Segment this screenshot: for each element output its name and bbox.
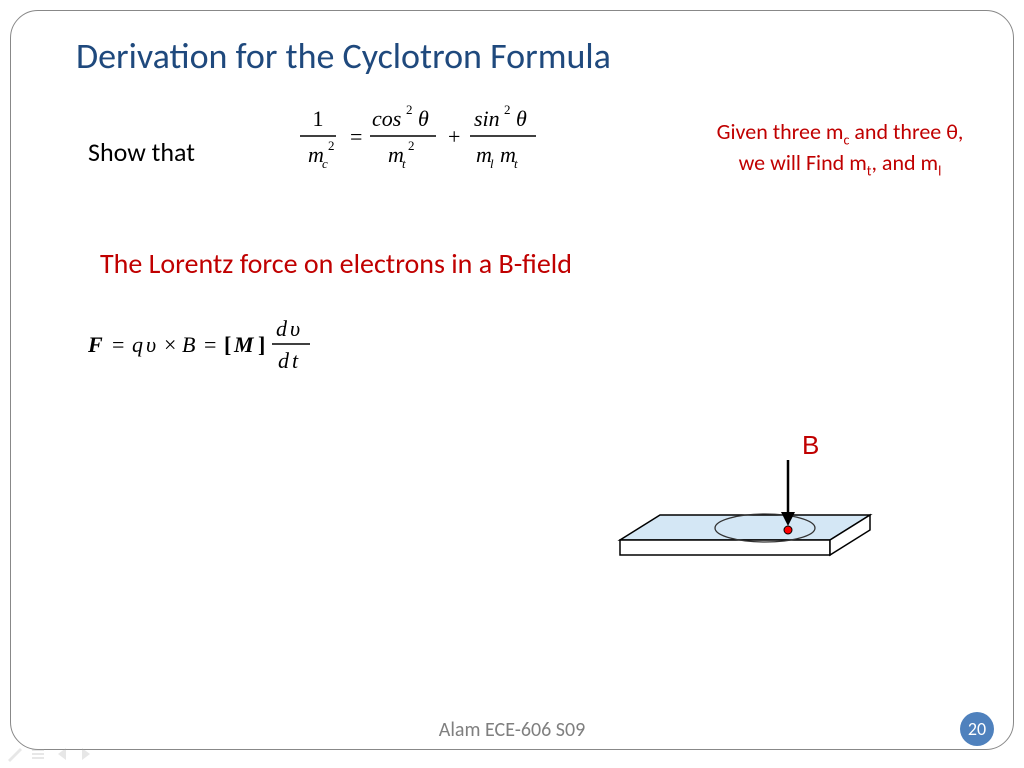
eq2-den-t: t bbox=[292, 348, 299, 373]
slab bbox=[620, 515, 870, 555]
eq2-lb: [ bbox=[224, 332, 231, 357]
eq2-v1: υ bbox=[146, 332, 156, 357]
pen-icon[interactable] bbox=[6, 746, 22, 762]
menu-icon[interactable] bbox=[30, 746, 46, 762]
page-number-badge: 20 bbox=[960, 712, 994, 746]
given-l1a: Given three m bbox=[717, 118, 844, 145]
show-that-label: Show that bbox=[88, 136, 195, 168]
eq1-equals: = bbox=[350, 124, 362, 149]
eq1-t2-den-sub2: t bbox=[514, 156, 518, 171]
eq1-t2-den-sub1: l bbox=[490, 156, 494, 171]
slab-front bbox=[620, 540, 830, 555]
electron-dot bbox=[784, 526, 792, 534]
given-sub-l: l bbox=[938, 162, 941, 179]
eq1-lhs-den-sup: 2 bbox=[328, 138, 335, 153]
eq2-M: M bbox=[233, 332, 255, 357]
eq2-num-v: υ bbox=[290, 316, 300, 341]
eq2-eq1: = bbox=[112, 332, 124, 357]
eq2-times: × bbox=[164, 332, 176, 357]
eq1-t1-theta: θ bbox=[418, 106, 429, 131]
eq2-eq2: = bbox=[204, 332, 216, 357]
slide-title: Derivation for the Cyclotron Formula bbox=[76, 34, 611, 78]
eq2-B: B bbox=[182, 332, 195, 357]
eq1-t1-sup: 2 bbox=[406, 102, 413, 117]
eq1-t2-sin: sin bbox=[474, 106, 500, 131]
footer-text: Alam ECE-606 S09 bbox=[0, 718, 1024, 742]
b-field-diagram: B bbox=[570, 420, 910, 600]
given-note: Given three mc and three θ, we will Find… bbox=[680, 118, 1000, 180]
eq2-num-d: d bbox=[276, 316, 288, 341]
lorentz-label: The Lorentz force on electrons in a B-fi… bbox=[100, 246, 572, 281]
eq2-den-d: d bbox=[278, 348, 290, 373]
eq1-t1-den-sub: t bbox=[402, 156, 406, 171]
eq1-t1-den-sup: 2 bbox=[408, 138, 415, 153]
eq1-plus: + bbox=[448, 124, 460, 149]
b-label: B bbox=[802, 430, 819, 460]
eq2-q: q bbox=[132, 332, 143, 357]
eq1-lhs-den-sub: c bbox=[322, 156, 328, 171]
page-number: 20 bbox=[968, 718, 986, 740]
equation-cyclotron: 1 m c 2 = cos 2 θ m t 2 + sin 2 θ m l m … bbox=[300, 96, 600, 191]
slab-top bbox=[620, 515, 870, 540]
equation-lorentz: F = q υ × B = [ M ] d υ d t bbox=[88, 310, 388, 385]
slide: Derivation for the Cyclotron Formula Sho… bbox=[0, 0, 1024, 768]
eq1-lhs-num: 1 bbox=[313, 106, 324, 131]
next-icon[interactable] bbox=[78, 746, 94, 762]
eq1-t2-theta: θ bbox=[516, 106, 527, 131]
nav-icons bbox=[6, 746, 94, 762]
eq1-t1-cos: cos bbox=[372, 106, 401, 131]
eq1-t2-sup: 2 bbox=[504, 102, 511, 117]
eq2-rb: ] bbox=[258, 332, 265, 357]
prev-icon[interactable] bbox=[54, 746, 70, 762]
given-l2a: we will Find m bbox=[739, 149, 867, 176]
given-l2b: , and m bbox=[871, 149, 938, 176]
given-l1b: and three θ, bbox=[849, 118, 963, 145]
eq2-F: F bbox=[88, 332, 103, 357]
